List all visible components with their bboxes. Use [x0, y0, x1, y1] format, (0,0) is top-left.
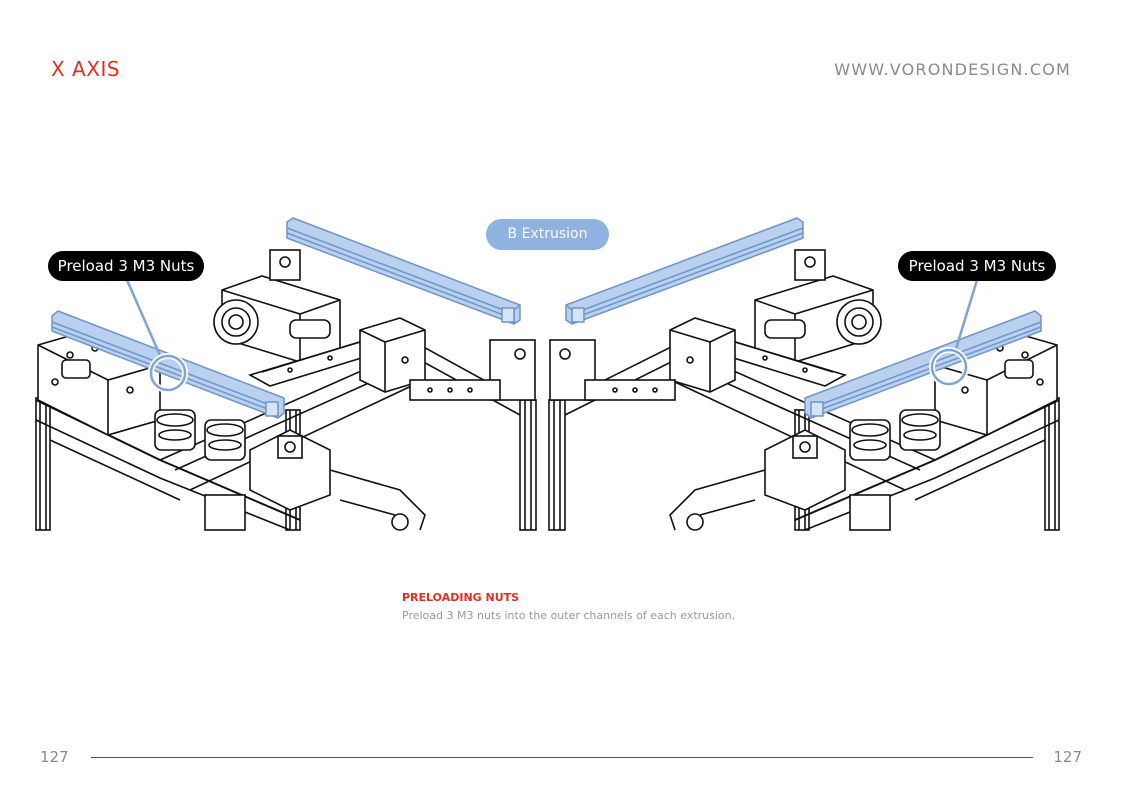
extrusion-left: [51, 310, 285, 419]
leader-line-right: [953, 279, 979, 353]
callout-preload-nuts-left: Preload 3 M3 Nuts: [48, 251, 204, 281]
step-description: Preload 3 M3 nuts into the outer channel…: [402, 609, 736, 622]
footer-divider: [91, 757, 1033, 758]
step-heading: PRELOADING NUTS: [402, 591, 520, 604]
right-assembly: [548, 249, 1060, 531]
extrusion-top-left: [286, 217, 521, 325]
page-number-right: 127: [1053, 748, 1082, 766]
leader-line-left: [125, 279, 164, 361]
extrusion-top-right: [565, 217, 804, 325]
extrusion-right: [804, 310, 1042, 419]
callout-preload-nuts-right: Preload 3 M3 Nuts: [898, 251, 1056, 281]
page-number-left: 127: [40, 748, 69, 766]
assembly-illustration: [35, 217, 1060, 531]
b-extrusion-tag: B Extrusion: [486, 219, 609, 250]
site-url[interactable]: WWW.VORONDESIGN.COM: [834, 60, 1071, 79]
section-title: X AXIS: [51, 57, 121, 81]
